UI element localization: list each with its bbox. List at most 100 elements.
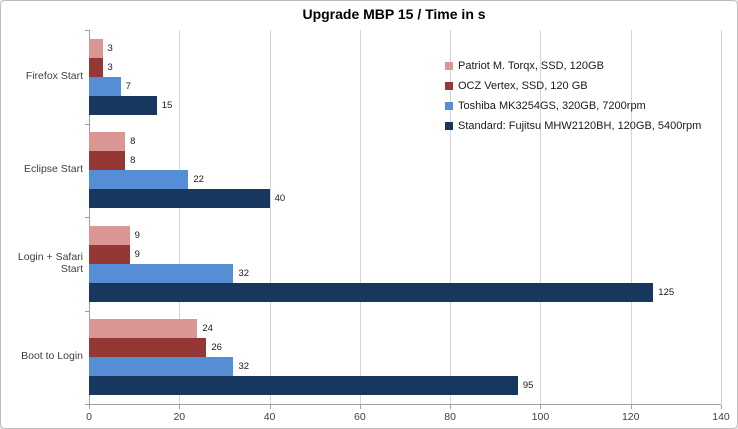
legend-swatch-icon bbox=[445, 82, 453, 90]
gridline-x-20 bbox=[179, 30, 181, 404]
bar-value-label: 95 bbox=[522, 380, 534, 392]
bar-row: 8 bbox=[89, 151, 721, 171]
bar-3-series-0 bbox=[89, 319, 198, 339]
bar-row: 7 bbox=[89, 76, 721, 96]
gridline-x-80 bbox=[450, 30, 452, 404]
x-axis-tick bbox=[540, 405, 542, 409]
x-axis-tick bbox=[450, 405, 452, 409]
gridline-x-40 bbox=[269, 30, 271, 404]
bar-row: 24 bbox=[89, 319, 721, 339]
category-label-1: Eclipse Start bbox=[24, 163, 83, 176]
x-tick-label-60: 60 bbox=[354, 411, 366, 423]
bar-row: 26 bbox=[89, 338, 721, 358]
bar-value-label: 22 bbox=[193, 174, 204, 186]
legend-label: Patriot M. Torqx, SSD, 120GB bbox=[458, 60, 604, 72]
bar-value-label: 8 bbox=[130, 155, 136, 167]
bar-row: 32 bbox=[89, 357, 721, 377]
bar-value-label: 7 bbox=[125, 80, 131, 92]
bar-value-label: 9 bbox=[134, 248, 140, 260]
bar-group-2: 9 9 32 125 bbox=[89, 217, 721, 311]
bar-row: 32 bbox=[89, 263, 721, 283]
bar-0-series-1 bbox=[89, 57, 103, 77]
bar-1-series-2 bbox=[89, 170, 189, 190]
bar-value-label: 8 bbox=[130, 136, 136, 148]
bar-value-label: 40 bbox=[274, 193, 286, 205]
plot-area: 3 3 7 15 8 8 22 40 9 9 32 125 24 26 32 95 Patriot M. Tor… bbox=[89, 30, 722, 405]
bar-row: 9 bbox=[89, 225, 721, 245]
bar-0-series-0 bbox=[89, 38, 103, 58]
bar-value-label: 32 bbox=[238, 361, 250, 373]
bar-value-label: 32 bbox=[238, 267, 250, 279]
legend: Patriot M. Torqx, SSD, 120GB OCZ Vertex, … bbox=[445, 56, 701, 136]
bar-value-label: 15 bbox=[161, 99, 173, 111]
category-label-2: Login + Safari Start bbox=[17, 251, 83, 275]
category-axis-tick bbox=[85, 404, 89, 405]
x-axis-tick bbox=[721, 405, 722, 409]
category-axis-tick bbox=[85, 310, 89, 312]
bar-1-series-3 bbox=[89, 189, 270, 209]
x-tick-label-140: 140 bbox=[712, 411, 730, 423]
legend-swatch-icon bbox=[445, 102, 453, 110]
legend-label: Toshiba MK3254GS, 320GB, 7200rpm bbox=[458, 100, 646, 112]
bar-groups: 3 3 7 15 8 8 22 40 9 9 32 125 24 26 32 95 bbox=[89, 30, 721, 404]
gridline-x-100 bbox=[540, 30, 542, 404]
bar-row: 3 bbox=[89, 57, 721, 77]
bar-2-series-1 bbox=[89, 244, 130, 264]
category-label-0: Firefox Start bbox=[25, 69, 83, 82]
x-tick-label-120: 120 bbox=[621, 411, 640, 423]
bar-0-series-3 bbox=[89, 95, 157, 115]
bar-value-label: 24 bbox=[202, 323, 213, 335]
bar-row: 3 bbox=[89, 38, 721, 58]
bar-value-label: 3 bbox=[107, 42, 113, 54]
gridline-x-60 bbox=[359, 30, 361, 404]
gridline-x-140 bbox=[721, 30, 722, 404]
x-tick-label-20: 20 bbox=[173, 411, 186, 423]
bar-row: 8 bbox=[89, 132, 721, 152]
category-label-3: Boot to Login bbox=[21, 350, 83, 363]
x-tick-label-80: 80 bbox=[444, 411, 456, 423]
bar-group-3: 24 26 32 95 bbox=[89, 311, 721, 405]
bar-value-label: 3 bbox=[107, 61, 113, 73]
x-axis-tick bbox=[89, 405, 90, 409]
x-axis-tick bbox=[359, 405, 361, 409]
bar-value-label: 26 bbox=[211, 342, 222, 354]
legend-item-3: Standard: Fujitsu MHW2120BH, 120GB, 5400… bbox=[445, 116, 701, 136]
y-axis-line bbox=[89, 30, 90, 404]
bar-3-series-3 bbox=[89, 376, 518, 396]
legend-label: Standard: Fujitsu MHW2120BH, 120GB, 5400… bbox=[458, 120, 702, 132]
bar-1-series-0 bbox=[89, 132, 126, 152]
legend-swatch-icon bbox=[445, 62, 453, 70]
gridline-x-120 bbox=[630, 30, 632, 404]
x-axis-tick bbox=[179, 405, 181, 409]
x-tick-label-40: 40 bbox=[263, 411, 276, 423]
category-axis-tick bbox=[85, 30, 89, 31]
bar-0-series-2 bbox=[89, 76, 121, 96]
bar-group-1: 8 8 22 40 bbox=[89, 124, 721, 218]
bar-2-series-3 bbox=[89, 282, 654, 302]
bar-2-series-2 bbox=[89, 263, 234, 283]
x-tick-label-0: 0 bbox=[86, 411, 92, 423]
bar-group-0: 3 3 7 15 bbox=[89, 30, 721, 124]
x-axis-tick bbox=[630, 405, 632, 409]
legend-swatch-icon bbox=[445, 122, 453, 130]
legend-item-1: OCZ Vertex, SSD, 120 GB bbox=[445, 76, 701, 96]
bar-row: 9 bbox=[89, 244, 721, 264]
legend-item-2: Toshiba MK3254GS, 320GB, 7200rpm bbox=[445, 96, 701, 116]
bar-2-series-0 bbox=[89, 225, 130, 245]
bar-row: 125 bbox=[89, 282, 721, 302]
bar-3-series-2 bbox=[89, 357, 234, 377]
bar-row: 95 bbox=[89, 376, 721, 396]
bar-row: 22 bbox=[89, 170, 721, 190]
bar-1-series-1 bbox=[89, 151, 126, 171]
bar-value-label: 9 bbox=[134, 229, 140, 241]
legend-label: OCZ Vertex, SSD, 120 GB bbox=[458, 80, 588, 92]
legend-item-0: Patriot M. Torqx, SSD, 120GB bbox=[445, 56, 701, 76]
bar-3-series-1 bbox=[89, 338, 207, 358]
bar-row: 40 bbox=[89, 189, 721, 209]
bar-row: 15 bbox=[89, 95, 721, 115]
category-axis-tick bbox=[85, 217, 89, 218]
x-tick-label-100: 100 bbox=[531, 411, 550, 423]
bar-value-label: 125 bbox=[658, 286, 675, 298]
category-axis-tick bbox=[85, 123, 89, 125]
